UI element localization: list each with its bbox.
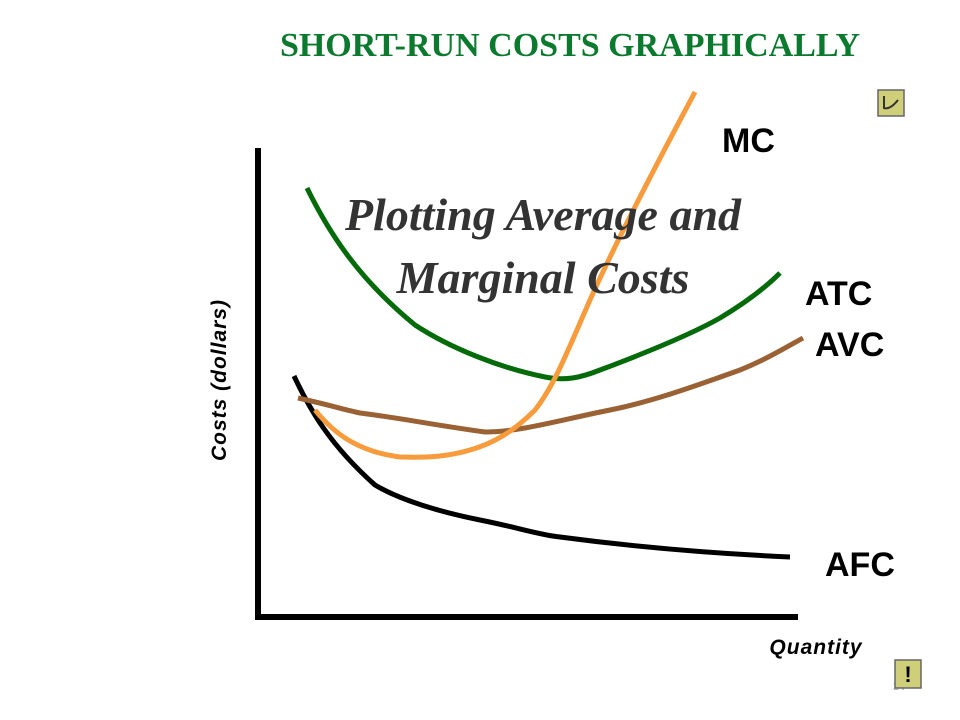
curve-label: ATC xyxy=(805,275,872,313)
y-axis-label: Costs (dollars) xyxy=(208,299,231,461)
subtitle-line: Marginal Costs xyxy=(396,252,690,303)
slide-title: SHORT-RUN COSTS GRAPHICALLY xyxy=(280,27,860,64)
curve-label: AVC xyxy=(815,326,884,364)
icon-box xyxy=(894,659,922,689)
afc-curve xyxy=(291,374,791,560)
avc-curve xyxy=(297,335,805,435)
icon-glyph xyxy=(883,96,899,110)
alert-icon[interactable]: ! xyxy=(894,659,922,689)
mc-curve xyxy=(313,90,698,460)
subtitle-line: Plotting Average and xyxy=(344,189,742,240)
curve-icon[interactable] xyxy=(877,89,905,117)
x-axis-label: Quantity xyxy=(769,636,862,659)
icon-box xyxy=(877,89,905,117)
curve-label: MC xyxy=(722,122,775,160)
curve-label: AFC xyxy=(825,546,895,584)
icon-label: ! xyxy=(904,662,911,687)
